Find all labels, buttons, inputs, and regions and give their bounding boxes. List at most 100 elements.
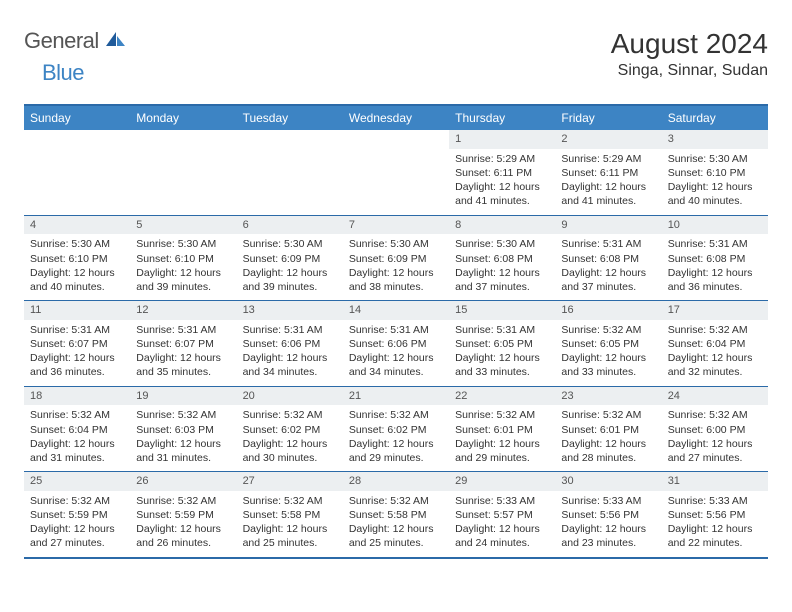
day-header-sat: Saturday <box>662 105 768 130</box>
sunset-text: Sunset: 6:09 PM <box>349 252 443 266</box>
day-content: Sunrise: 5:31 AMSunset: 6:07 PMDaylight:… <box>24 320 130 386</box>
day-cell: 3Sunrise: 5:30 AMSunset: 6:10 PMDaylight… <box>662 130 768 215</box>
week-row: 18 Sunrise: 5:32 AM Sunset: 6:04 PM Dayligh… <box>24 386 768 472</box>
day-cell: 4Sunrise: 5:30 AMSunset: 6:10 PMDaylight… <box>24 215 130 301</box>
day-number: 30 <box>555 472 661 491</box>
daylight-text: Daylight: 12 hours and 34 minutes. <box>243 351 337 379</box>
sunset-text: Sunset: 5:58 PM <box>349 508 443 522</box>
sunrise-text: Sunrise: 5:32 AM <box>349 494 443 508</box>
sunrise-text: Sunrise: 5:32 AM <box>136 408 230 422</box>
day-content <box>24 149 130 158</box>
sunrise-text: Sunrise: 5:33 AM <box>455 494 549 508</box>
day-number <box>237 130 343 149</box>
day-content: Sunrise: 5:33 AMSunset: 5:57 PMDaylight:… <box>449 491 555 557</box>
day-header-fri: Friday <box>555 105 661 130</box>
day-number: 13 <box>237 301 343 320</box>
daylight-text: Daylight: 12 hours and 23 minutes. <box>561 522 655 550</box>
daylight-text: Daylight: 12 hours and 34 minutes. <box>349 351 443 379</box>
sunset-text: Sunset: 6:09 PM <box>243 252 337 266</box>
day-cell: 8Sunrise: 5:30 AMSunset: 6:08 PMDaylight… <box>449 215 555 301</box>
daylight-text: Daylight: 12 hours and 36 minutes. <box>30 351 124 379</box>
day-header-row: Sunday Monday Tuesday Wednesday Thursday… <box>24 105 768 130</box>
week-row: 11Sunrise: 5:31 AMSunset: 6:07 PMDayligh… <box>24 301 768 387</box>
day-cell: 16Sunrise: 5:32 AMSunset: 6:05 PMDayligh… <box>555 301 661 387</box>
day-cell: 2Sunrise: 5:29 AMSunset: 6:11 PMDaylight… <box>555 130 661 215</box>
day-header-sun: Sunday <box>24 105 130 130</box>
day-content: Sunrise: 5:32 AMSunset: 6:03 PMDaylight:… <box>130 405 236 471</box>
sunset-text: Sunset: 6:10 PM <box>30 252 124 266</box>
day-number: 31 <box>662 472 768 491</box>
day-content: Sunrise: 5:31 AMSunset: 6:06 PMDaylight:… <box>343 320 449 386</box>
sunset-text: Sunset: 6:05 PM <box>561 337 655 351</box>
daylight-text: Daylight: 12 hours and 25 minutes. <box>243 522 337 550</box>
day-cell: 13Sunrise: 5:31 AMSunset: 6:06 PMDayligh… <box>237 301 343 387</box>
day-number: 17 <box>662 301 768 320</box>
day-content: Sunrise: 5:32 AMSunset: 6:05 PMDaylight:… <box>555 320 661 386</box>
daylight-text: Daylight: 12 hours and 36 minutes. <box>668 266 762 294</box>
week-row: 1Sunrise: 5:29 AMSunset: 6:11 PMDaylight… <box>24 130 768 215</box>
day-content: Sunrise: 5:29 AMSunset: 6:11 PMDaylight:… <box>449 149 555 215</box>
sunrise-text: Sunrise: 5:32 AM <box>243 408 337 422</box>
day-cell: 29Sunrise: 5:33 AMSunset: 5:57 PMDayligh… <box>449 472 555 558</box>
sunrise-text: Sunrise: 5:32 AM <box>349 408 443 422</box>
sunset-text: Sunset: 6:02 PM <box>243 423 337 437</box>
day-number: 7 <box>343 216 449 235</box>
day-number: 4 <box>24 216 130 235</box>
day-content <box>237 149 343 158</box>
sunrise-text: Sunrise: 5:30 AM <box>136 237 230 251</box>
sunset-text: Sunset: 6:11 PM <box>561 166 655 180</box>
daylight-text: Daylight: 12 hours and 28 minutes. <box>561 437 655 465</box>
sunrise-text: Sunrise: 5:31 AM <box>668 237 762 251</box>
day-cell <box>24 130 130 215</box>
day-content: Sunrise: 5:32 AMSunset: 5:58 PMDaylight:… <box>237 491 343 557</box>
day-cell: 28Sunrise: 5:32 AMSunset: 5:58 PMDayligh… <box>343 472 449 558</box>
sunrise-text: Sunrise: 5:32 AM <box>136 494 230 508</box>
sunrise-text: Sunrise: 5:32 AM <box>561 408 655 422</box>
day-number: 18 <box>24 387 130 406</box>
sunrise-text: Sunrise: 5:32 AM <box>668 408 762 422</box>
sunrise-text: Sunrise: 5:31 AM <box>136 323 230 337</box>
day-cell: 9Sunrise: 5:31 AMSunset: 6:08 PMDaylight… <box>555 215 661 301</box>
day-content: Sunrise: 5:33 AMSunset: 5:56 PMDaylight:… <box>662 491 768 557</box>
day-content: Sunrise: 5:32 AMSunset: 6:02 PMDaylight:… <box>237 405 343 471</box>
sunrise-text: Sunrise: 5:30 AM <box>243 237 337 251</box>
sunrise-text: Sunrise: 5:32 AM <box>30 494 124 508</box>
day-number <box>343 130 449 149</box>
daylight-text: Daylight: 12 hours and 38 minutes. <box>349 266 443 294</box>
location-label: Singa, Sinnar, Sudan <box>611 62 768 80</box>
day-cell: 10Sunrise: 5:31 AMSunset: 6:08 PMDayligh… <box>662 215 768 301</box>
logo-sail-icon <box>104 30 126 53</box>
sunrise-text: Sunrise: 5:32 AM <box>243 494 337 508</box>
day-number: 2 <box>555 130 661 149</box>
daylight-text: Daylight: 12 hours and 22 minutes. <box>668 522 762 550</box>
day-content: Sunrise: 5:32 AMSunset: 5:59 PMDaylight:… <box>24 491 130 557</box>
calendar-table: Sunday Monday Tuesday Wednesday Thursday… <box>24 104 768 559</box>
day-number: 21 <box>343 387 449 406</box>
sunset-text: Sunset: 6:10 PM <box>668 166 762 180</box>
week-row: 25Sunrise: 5:32 AMSunset: 5:59 PMDayligh… <box>24 472 768 558</box>
day-content: Sunrise: 5:32 AMSunset: 5:59 PMDaylight:… <box>130 491 236 557</box>
day-cell: 19Sunrise: 5:32 AMSunset: 6:03 PMDayligh… <box>130 386 236 472</box>
daylight-text: Daylight: 12 hours and 24 minutes. <box>455 522 549 550</box>
daylight-text: Daylight: 12 hours and 35 minutes. <box>136 351 230 379</box>
day-number: 28 <box>343 472 449 491</box>
sunrise-text: Sunrise: 5:31 AM <box>243 323 337 337</box>
day-number: 16 <box>555 301 661 320</box>
day-content: Sunrise: 5:32 AMSunset: 6:01 PMDaylight:… <box>449 405 555 471</box>
day-content: Sunrise: 5:30 AMSunset: 6:10 PMDaylight:… <box>24 234 130 300</box>
day-header-wed: Wednesday <box>343 105 449 130</box>
sunset-text: Sunset: 6:03 PM <box>136 423 230 437</box>
sunrise-text: Sunrise: 5:31 AM <box>561 237 655 251</box>
day-number: 6 <box>237 216 343 235</box>
day-cell: 21Sunrise: 5:32 AMSunset: 6:02 PMDayligh… <box>343 386 449 472</box>
day-number <box>130 130 236 149</box>
day-cell: 1Sunrise: 5:29 AMSunset: 6:11 PMDaylight… <box>449 130 555 215</box>
sunset-text: Sunset: 6:04 PM <box>30 423 124 437</box>
day-number: 20 <box>237 387 343 406</box>
sunrise-text: Sunrise: 5:30 AM <box>30 237 124 251</box>
sunset-text: Sunset: 6:11 PM <box>455 166 549 180</box>
sunset-text: Sunset: 6:07 PM <box>30 337 124 351</box>
day-header-tue: Tuesday <box>237 105 343 130</box>
logo-text-blue: Blue <box>42 60 84 86</box>
day-content: Sunrise: 5:32 AMSunset: 6:01 PMDaylight:… <box>555 405 661 471</box>
